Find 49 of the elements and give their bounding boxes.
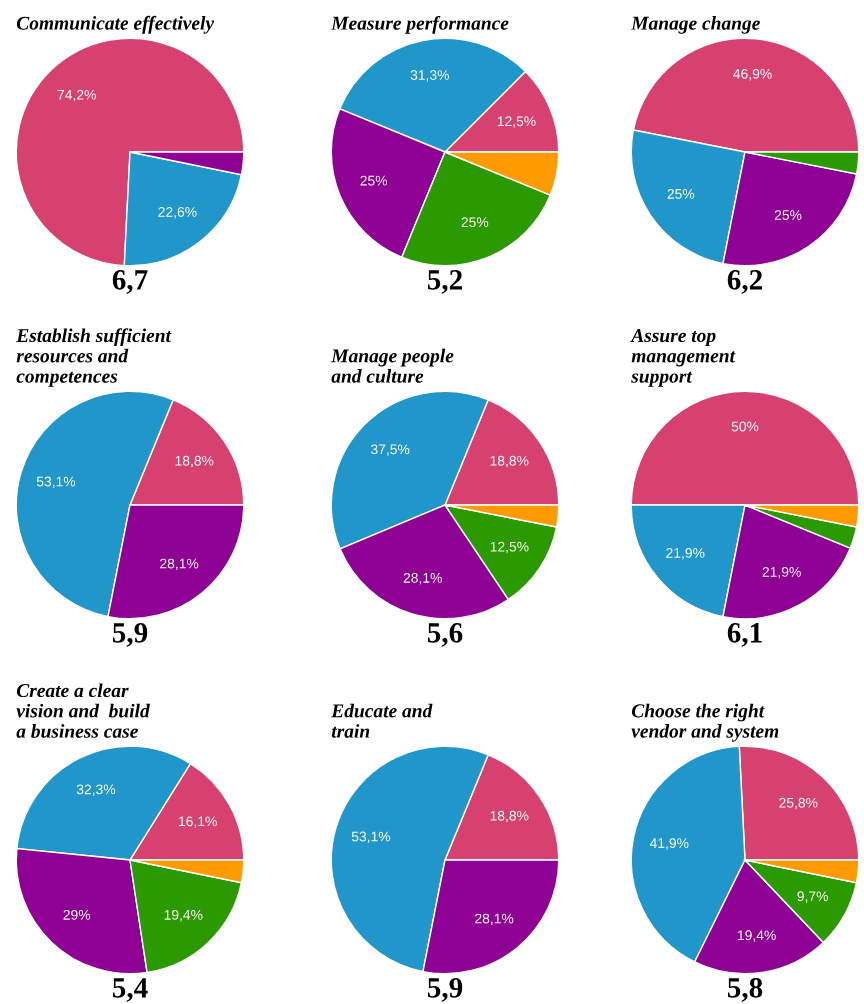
data-label: 12,5% — [497, 116, 536, 128]
text: 5,9 — [427, 978, 463, 1002]
chart-title: Measure performance — [331, 15, 509, 34]
data-label: 16,1% — [179, 816, 217, 828]
data-label: 21,9% — [666, 548, 705, 560]
data-label: 12,5% — [490, 541, 529, 554]
data-label: 25,8% — [779, 797, 818, 810]
data-label: 18,8% — [490, 455, 529, 468]
data-label: 50% — [731, 421, 759, 432]
data-label: 32,3% — [76, 784, 116, 796]
chart-title: Choose the right vendor and system — [631, 703, 779, 742]
data-label: 29% — [63, 909, 91, 920]
data-label: 25% — [667, 188, 695, 199]
text: 6,2 — [727, 270, 762, 294]
text: 5,6 — [427, 623, 463, 647]
data-label: 25% — [360, 175, 388, 186]
data-label: 9,7% — [797, 891, 828, 903]
data-label: 53,1% — [36, 476, 76, 489]
chart-title: Communicate effectively — [16, 15, 215, 34]
text: 6,7 — [112, 270, 148, 294]
data-label: 74,2% — [57, 89, 96, 102]
data-label: 37,5% — [370, 444, 410, 456]
data-label: 46,9% — [733, 68, 772, 81]
data-label: 53,1% — [351, 831, 391, 844]
text: 5,4 — [112, 978, 148, 1002]
data-label: 28,1% — [403, 572, 442, 585]
text: 5,9 — [112, 623, 148, 647]
data-label: 22,6% — [158, 207, 197, 219]
data-label: 18,8% — [490, 810, 529, 823]
data-label: 31,3% — [410, 70, 449, 82]
text: 5,8 — [727, 977, 763, 1002]
chart-title: Manage people and culture — [331, 348, 454, 383]
chart-title: Assure top management support — [630, 329, 736, 387]
chart-title: Manage change — [631, 16, 760, 34]
data-label: 25% — [461, 217, 489, 228]
data-label: 28,1% — [160, 558, 199, 571]
data-label: 18,8% — [175, 455, 214, 468]
data-label: 25% — [774, 210, 802, 220]
data-label: 19,4% — [737, 930, 776, 942]
pie-slice — [15, 37, 245, 267]
data-label: 21,9% — [762, 567, 801, 579]
data-label: 41,9% — [649, 838, 689, 850]
chart-title: Educate and train — [331, 703, 433, 738]
data-label: 19,4% — [164, 909, 203, 922]
data-label: 28,1% — [475, 913, 514, 926]
chart-title: Create a clear vision and build a business case — [16, 683, 150, 738]
text: 6,1 — [727, 623, 762, 647]
chart-title: Establish sufficient resources and competences — [16, 328, 172, 387]
text: 5,2 — [427, 270, 462, 294]
